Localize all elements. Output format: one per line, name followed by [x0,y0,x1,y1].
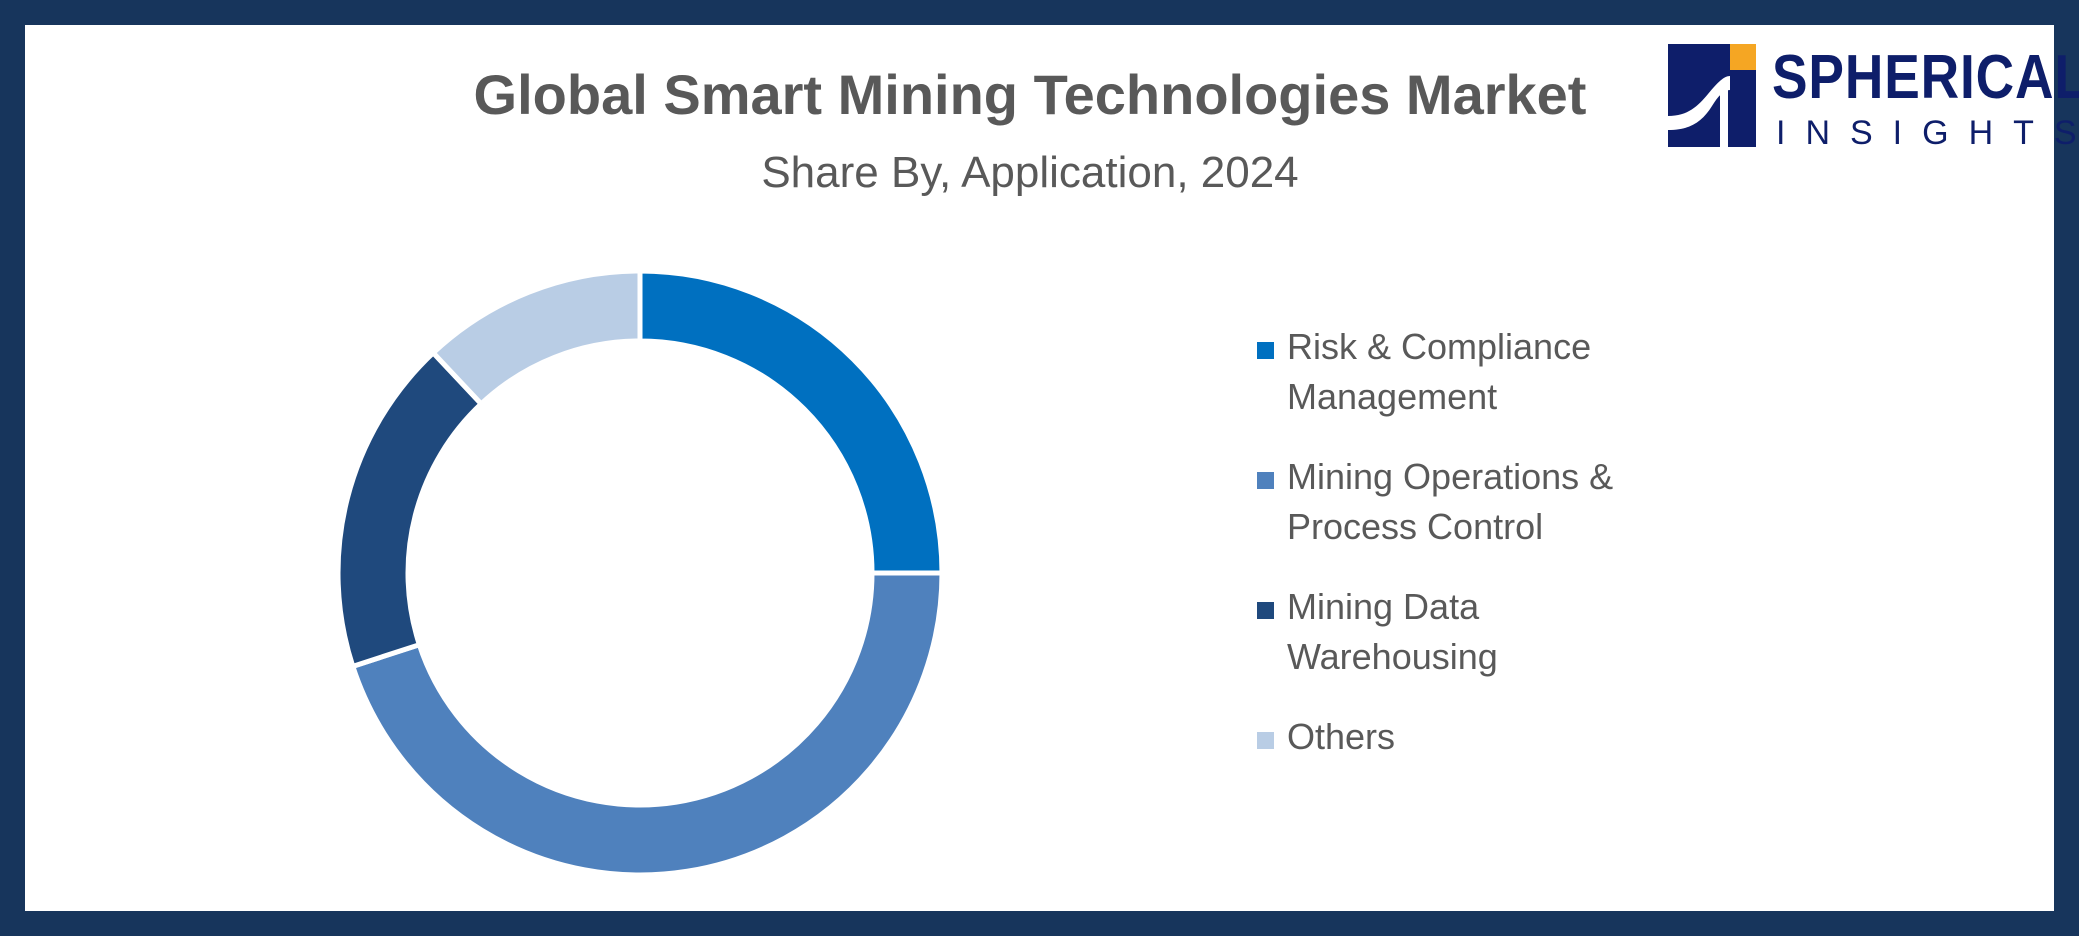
donut-slice-2 [335,349,485,670]
chart-title: Global Smart Mining Technologies Market [473,63,1587,126]
legend-swatch [1257,602,1274,619]
donut-slice-1 [349,570,945,878]
legend-item: Mining Data Warehousing [1257,582,1647,682]
brand-logo: SPHERICAL INSIGHTS [1668,43,2079,156]
spherical-insights-logo-icon [1668,44,1756,147]
legend-swatch [1257,472,1274,489]
legend-label: Others [1287,716,1396,757]
logo-wordmark-primary: SPHERICAL [1772,43,2079,112]
donut-slices [335,268,945,878]
logo-wordmark-secondary: INSIGHTS [1776,114,2079,152]
legend-item: Risk & Compliance Management [1257,322,1647,422]
donut-slice-3 [429,268,643,408]
legend-label: Risk & Compliance Management [1287,326,1592,417]
legend-swatch [1257,342,1274,359]
legend-item: Mining Operations & Process Control [1257,452,1647,552]
donut-slice-0 [637,268,945,576]
legend-label: Mining Data Warehousing [1287,586,1498,677]
legend-swatch [1257,732,1274,749]
legend-item: Others [1257,712,1647,762]
chart-subtitle: Share By, Application, 2024 [761,148,1299,197]
chart-legend: Risk & Compliance Management Mining Opera… [1257,322,1647,792]
legend-label: Mining Operations & Process Control [1287,456,1614,547]
